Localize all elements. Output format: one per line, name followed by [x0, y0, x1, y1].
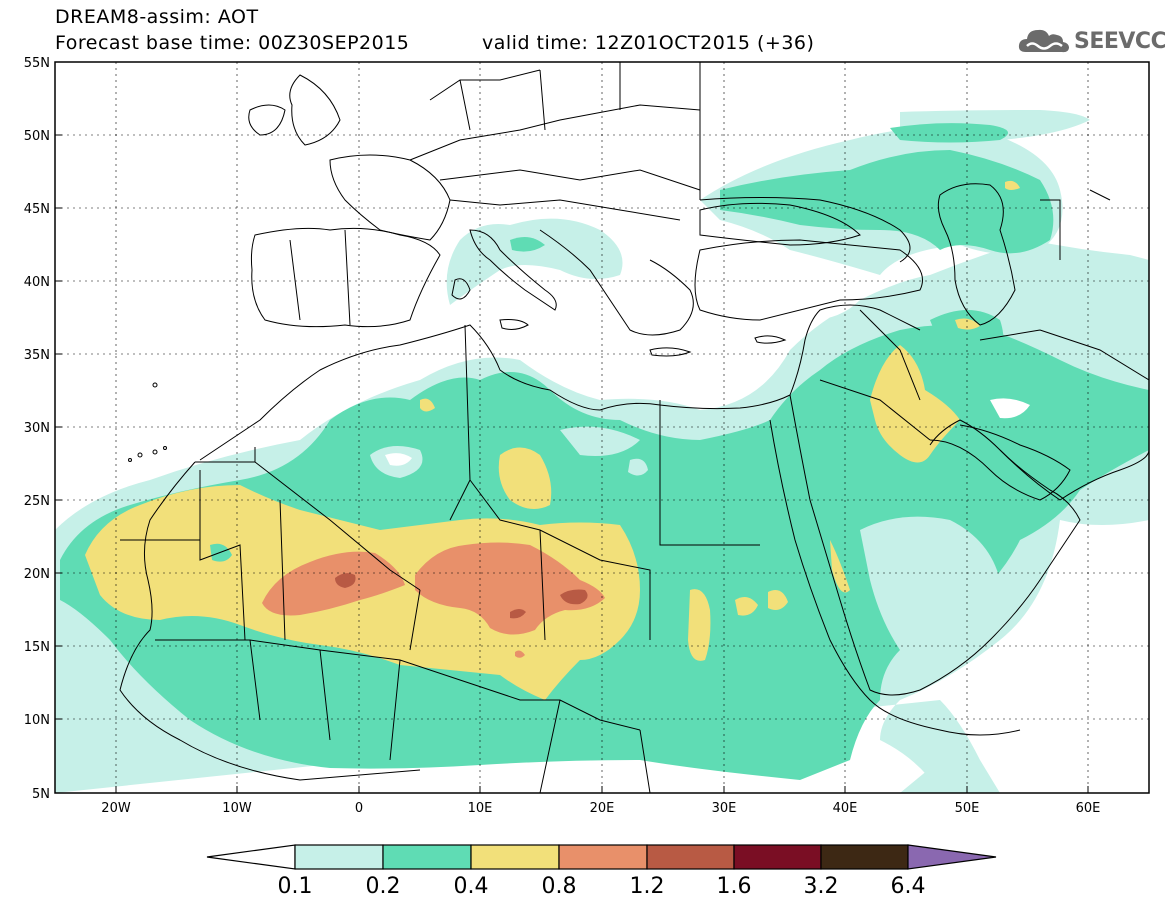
colorbar-swatch	[294, 844, 384, 870]
lat-label: 35N	[24, 348, 50, 363]
lat-label: 15N	[24, 640, 50, 655]
lat-label: 20N	[24, 567, 50, 582]
lat-label: 30N	[24, 421, 50, 436]
colorbar-label: 1.2	[630, 874, 665, 899]
colorbar-swatch	[733, 844, 822, 870]
colorbar-label: 6.4	[891, 874, 926, 899]
lon-label: 60E	[1076, 801, 1101, 816]
aot-contour-orange	[262, 551, 405, 616]
map-grid	[55, 62, 1149, 793]
colorbar-label: 0.2	[366, 874, 401, 899]
colorbar-label: 1.6	[717, 874, 752, 899]
colorbar-high-arrow	[907, 844, 997, 870]
colorbar-label: 0.8	[542, 874, 577, 899]
colorbar-label: 0.1	[278, 874, 313, 899]
cloud-icon	[1018, 29, 1069, 53]
lon-label: 40E	[833, 801, 858, 816]
logo-text: SEEVCCC	[1074, 28, 1165, 54]
colorbar-swatch	[382, 844, 472, 870]
lat-label: 10N	[24, 713, 50, 728]
longitude-labels: 20W 10W 0 10E 20E 30E 40E 50E 60E	[101, 801, 1100, 816]
lat-label: 5N	[32, 787, 50, 802]
axis-ticks	[55, 61, 1089, 793]
colorbar-labels: 0.1 0.2 0.4 0.8 1.2 1.6 3.2 6.4	[278, 874, 926, 899]
aot-contour-red	[335, 573, 356, 588]
lon-label: 20E	[590, 801, 615, 816]
lat-label: 40N	[24, 275, 50, 290]
colorbar	[206, 844, 997, 870]
lon-label: 50E	[955, 801, 980, 816]
colorbar-label: 0.4	[454, 874, 489, 899]
colorbar-swatch	[820, 844, 909, 870]
valid-time: valid time: 12Z01OCT2015 (+36)	[482, 32, 815, 54]
lat-label: 45N	[24, 202, 50, 217]
lat-label: 50N	[24, 129, 50, 144]
lon-label: 30E	[712, 801, 737, 816]
colorbar-swatch	[558, 844, 648, 870]
lat-label: 55N	[24, 56, 50, 71]
forecast-base-time: Forecast base time: 00Z30SEP2015	[55, 32, 410, 54]
lon-label: 10E	[468, 801, 493, 816]
map-title: DREAM8-assim: AOT	[55, 6, 259, 28]
colorbar-label: 3.2	[804, 874, 839, 899]
seevccc-logo: SEEVCCC	[1018, 26, 1165, 56]
colorbar-low-arrow	[206, 844, 296, 870]
lat-label: 25N	[24, 494, 50, 509]
lon-label: 20W	[101, 801, 131, 816]
colorbar-swatch	[646, 844, 735, 870]
colorbar-swatch	[470, 844, 560, 870]
lon-label: 0	[355, 801, 363, 816]
lon-label: 10W	[222, 801, 252, 816]
latitude-labels: 55N 50N 45N 40N 35N 30N 25N 20N 15N 10N …	[24, 56, 50, 802]
